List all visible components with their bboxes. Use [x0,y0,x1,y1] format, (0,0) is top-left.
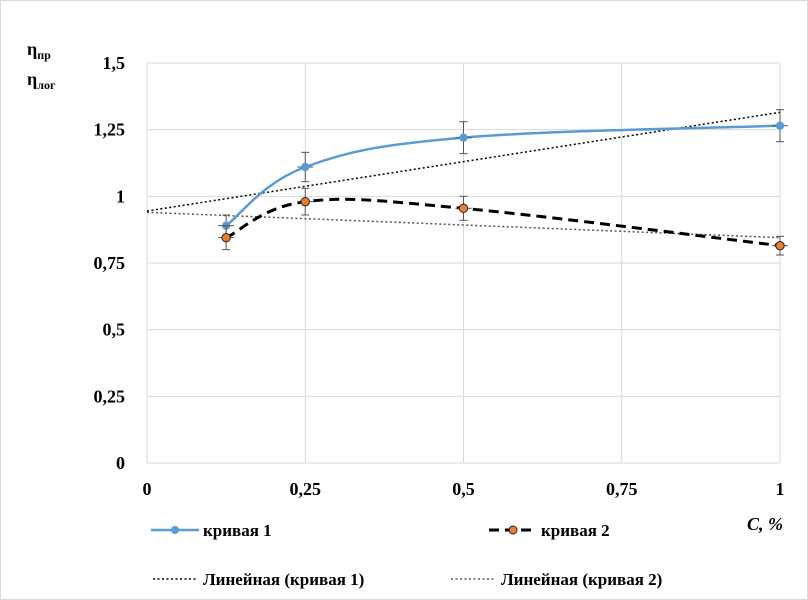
y-tick-label: 0,75 [94,253,126,273]
legend-entry-3: Линейная (кривая 1) [153,570,364,589]
trendlines [146,111,781,239]
legend-label: Линейная (кривая 1) [203,570,364,589]
x-tick-label: 1 [776,479,785,499]
y-tick-label: 1,5 [103,53,126,73]
y-tick-label: 1 [116,186,125,206]
legend-entry-2: кривая 2 [489,521,610,540]
data-point [458,203,469,214]
legend-label: кривая 1 [203,521,272,540]
y-axis-label-1: ηпр [27,39,51,62]
legend-entry-1: кривая 1 [151,521,272,540]
y-tick-label: 1,25 [94,120,126,140]
y-tick-label: 0,5 [103,320,126,340]
x-axis-label: C, % [747,514,783,534]
trendline-2 [146,211,781,239]
data-point [459,133,468,142]
legend-label: кривая 2 [541,521,610,540]
x-tick-label: 0,75 [606,479,638,499]
series-line-1 [225,124,781,227]
y-axis-label-2: ηлог [27,69,56,92]
y-tick-label: 0,25 [94,386,126,406]
legend-label: Линейная (кривая 2) [501,570,662,589]
x-tick-label: 0,25 [290,479,322,499]
data-point [300,196,310,207]
data-point [221,232,231,243]
data-point [301,162,310,172]
legend-entry-4: Линейная (кривая 2) [451,570,662,589]
data-point [775,240,785,251]
series-line-2 [225,197,781,248]
x-tick-labels: 0 0,25 0,5 0,75 1 [143,479,785,499]
y-tick-label: 0 [116,453,125,473]
legend: кривая 1 кривая 2 Линейная (кривая 1) Линей… [151,521,662,589]
x-tick-label: 0 [143,479,152,499]
trendline-1 [146,111,781,212]
y-tick-labels: 0 0,25 0,5 0,75 1 1,25 1,5 [94,53,126,473]
x-tick-label: 0,5 [452,479,475,499]
data-point [775,121,785,130]
data-series [218,109,788,256]
